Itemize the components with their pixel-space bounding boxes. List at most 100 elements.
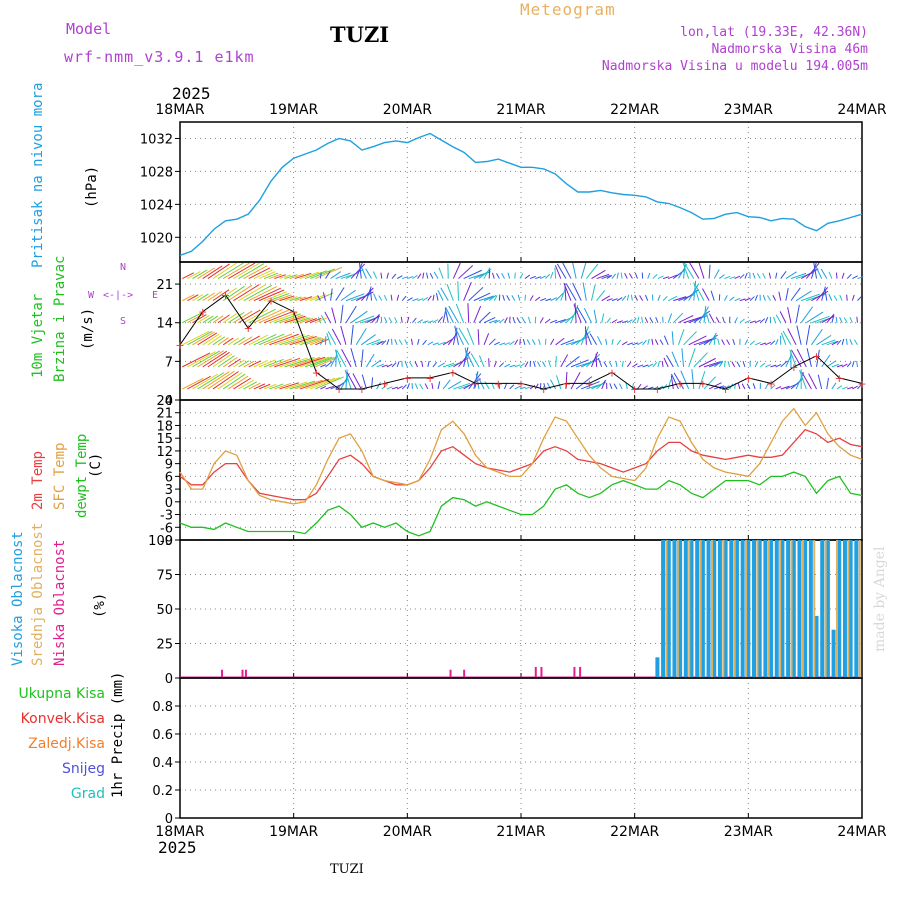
wind-vector (504, 317, 508, 323)
wind-vector (511, 295, 516, 301)
wind-vector (775, 363, 782, 368)
wind-vector (642, 385, 648, 390)
wind-vector (545, 298, 552, 302)
wind-vector (701, 288, 710, 301)
wind-speed-marker: + (403, 372, 412, 385)
wind-vector (501, 273, 505, 279)
wind-vector (734, 297, 741, 302)
wind-vector (717, 338, 720, 345)
wind-vector (437, 381, 441, 390)
wind-vector (560, 354, 569, 368)
wind-vector (689, 262, 700, 279)
wind-vector (331, 307, 337, 323)
wind-vector (488, 294, 497, 302)
wind-vector (808, 373, 817, 390)
date-label-top: 23MAR (724, 102, 773, 118)
wind-vector (770, 364, 777, 368)
wind-vector (274, 313, 301, 324)
wind-vector (238, 263, 265, 279)
wind-vector (222, 373, 246, 390)
wind-vector (695, 285, 705, 301)
wind-vector (463, 347, 469, 367)
low-cloud-bar (573, 666, 576, 678)
wind-vector (752, 383, 756, 390)
wind-vector (572, 282, 582, 301)
wind-vector (315, 357, 337, 368)
wind-vector (228, 262, 256, 279)
wind-vector (644, 317, 649, 323)
wind-vector (545, 273, 551, 279)
wind-vector (263, 272, 279, 280)
wind-vector (846, 294, 848, 301)
wind-vector (841, 272, 845, 279)
low-cloud-bar (244, 669, 247, 678)
wind-vector (657, 275, 664, 280)
y-tick-label: 6 (165, 470, 173, 485)
wind-vector (294, 336, 320, 346)
wind-vector (381, 340, 387, 346)
wind-vector (662, 296, 668, 301)
wind-vector (192, 331, 215, 346)
wind-vector (843, 317, 848, 323)
high-cloud-bar (769, 540, 774, 678)
altitude-label: Nadmorska Visina 46m (711, 42, 868, 57)
wind-vector (437, 316, 444, 324)
wind-vector (345, 305, 357, 323)
wind-vector (427, 295, 432, 301)
legend-snow: Snijeg (61, 761, 105, 777)
pressure-line (179, 132, 863, 257)
wind-vector (263, 358, 284, 368)
wind-vector (361, 334, 376, 346)
wind-vector (407, 276, 414, 280)
wind-vector (386, 338, 390, 345)
y-tick-label: 9 (165, 458, 173, 473)
wind-vector (380, 272, 383, 279)
wind-vector (641, 316, 644, 323)
wind-vector (426, 272, 429, 279)
wind-vector (243, 381, 258, 390)
legend-freezing-rain: Zaledj.Kisa (28, 736, 105, 752)
wind-vector (279, 274, 292, 280)
wind-vector (831, 340, 839, 346)
wind-vector (437, 341, 446, 346)
compass-north: N (120, 262, 127, 273)
wind-vector (491, 383, 495, 390)
wind-vector (197, 267, 215, 279)
wind-vector (746, 383, 751, 390)
high-cloud-bar (757, 540, 762, 678)
wind-vector (417, 273, 422, 279)
wind-vector (734, 275, 741, 280)
wind-vector (429, 272, 434, 279)
wind-vector (238, 284, 267, 302)
wind-vector (371, 377, 374, 390)
wind-speed-marker: + (766, 377, 775, 390)
wind-vector (683, 331, 697, 346)
wind-vector (407, 297, 413, 302)
wind-vector (637, 341, 643, 346)
wind-vector (258, 383, 271, 390)
wind-vector (391, 386, 398, 390)
wind-vector (821, 286, 826, 301)
wind-vector (233, 337, 246, 346)
wind-vector (591, 351, 599, 368)
wind-vector (762, 272, 766, 279)
wind-vector (555, 337, 565, 346)
wind-vector (732, 338, 736, 345)
wind-vector (647, 338, 650, 345)
wind-vector (404, 339, 408, 346)
wind-vector (356, 315, 375, 324)
high-cloud-bar (854, 540, 859, 678)
wind-vector (789, 349, 797, 368)
wind-vector (519, 362, 525, 368)
wind-vector (831, 363, 839, 368)
wind-vector (309, 376, 341, 390)
wind-vector (243, 360, 255, 368)
wind-vector (767, 295, 771, 301)
wind-vector (677, 264, 688, 279)
wind-vector (299, 356, 330, 368)
wind-vector (394, 317, 398, 323)
wind-vector (325, 361, 333, 368)
wind-vector (688, 283, 700, 301)
wind-vector (371, 314, 380, 324)
wind-vector (724, 275, 731, 280)
